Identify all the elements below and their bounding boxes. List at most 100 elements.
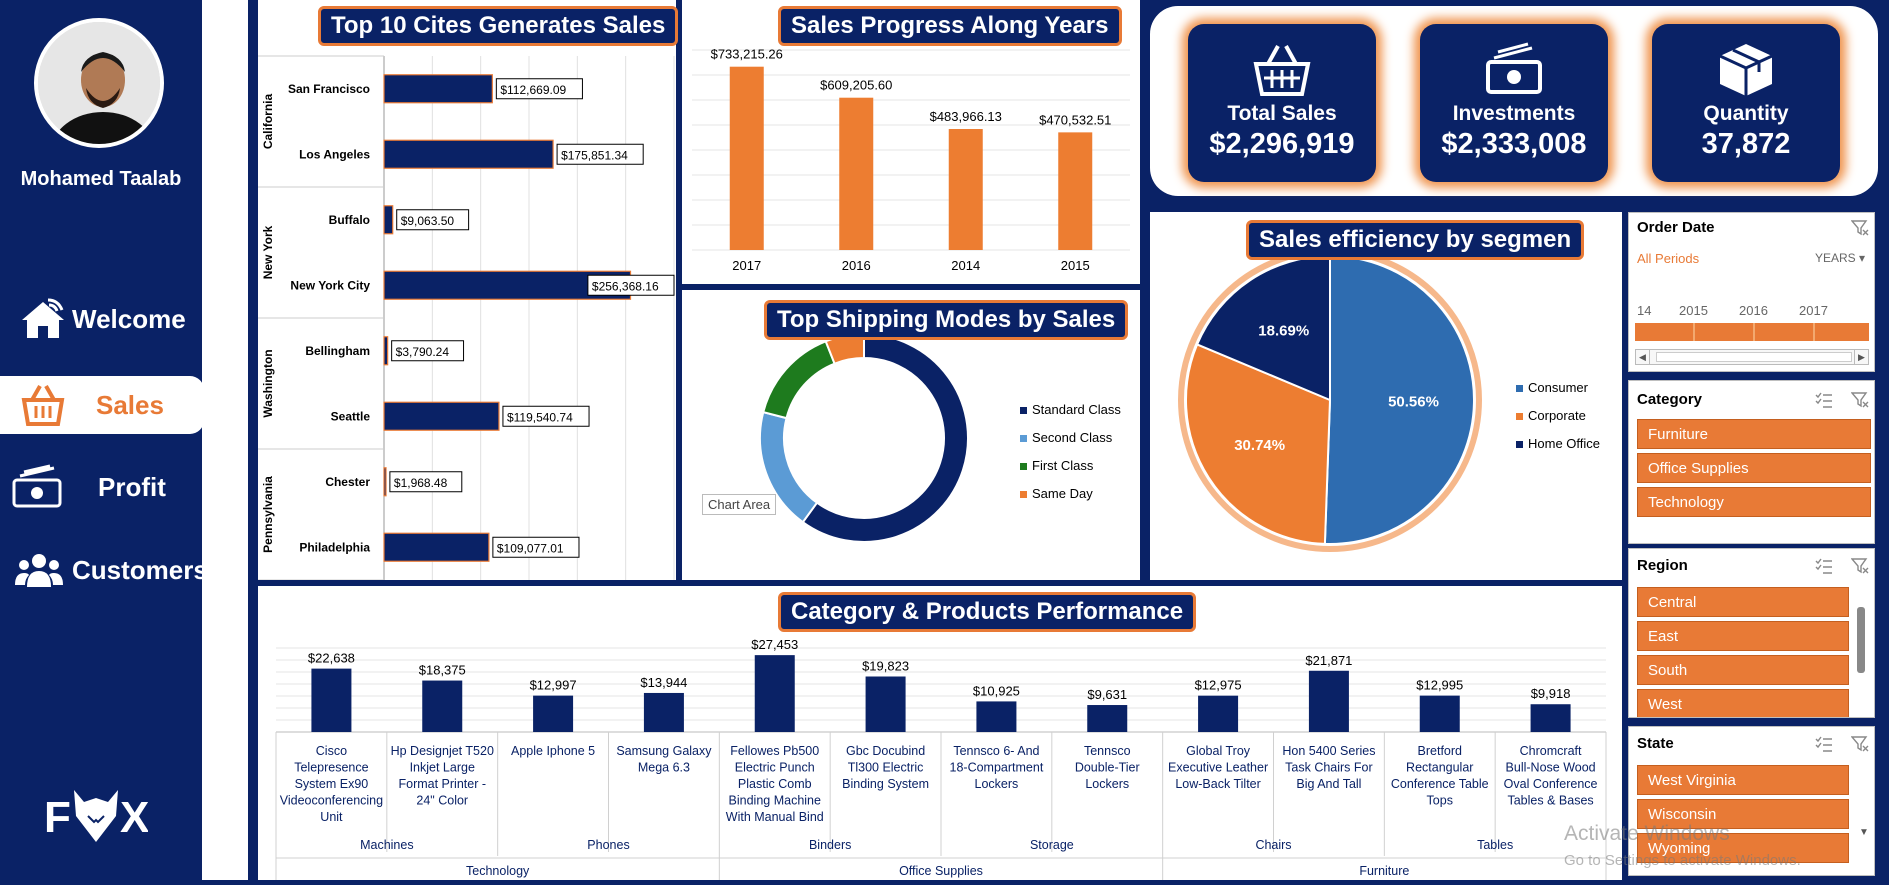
state-slicer[interactable]: State West Virginia Wisconsin Wyoming ▼ [1628, 726, 1875, 876]
kpi-investments-title: Investments [1452, 102, 1576, 125]
product-value-label: $9,631 [1087, 687, 1127, 702]
kpi-investments: Investments $2,333,008 [1420, 24, 1608, 182]
year-bar [948, 129, 983, 250]
product-value-label: $10,925 [973, 683, 1020, 698]
cities-panel: California San Francisco $112,669.09 Los An… [258, 0, 679, 581]
avatar [34, 18, 164, 148]
multi-select-icon[interactable] [1815, 557, 1833, 575]
watermark-title: Activate Windows [1564, 822, 1730, 845]
nav-sales[interactable]: Sales [0, 376, 204, 434]
product-name-label: Cisco Telepresence System Ex90 Videoconfere… [280, 744, 383, 824]
period-unit-select[interactable]: YEARS ▾ [1815, 251, 1865, 265]
value-label: $175,851.34 [561, 148, 628, 162]
product-bar [311, 668, 352, 732]
slicer-item-central[interactable]: Central [1637, 587, 1849, 617]
slicer-item-west[interactable]: West [1637, 689, 1849, 717]
products-title: Category & Products Performance [778, 592, 1197, 632]
value-label-box [587, 274, 675, 296]
nav-welcome[interactable]: Welcome [0, 290, 202, 348]
slicer-item-east[interactable]: East [1637, 621, 1849, 651]
timeline-scrollbar[interactable]: ◀ ▶ [1635, 349, 1869, 365]
order-date-slicer[interactable]: Order Date All Periods YEARS ▾ 14 2015 2… [1628, 212, 1875, 372]
pie-slice [1323, 254, 1475, 545]
value-label-box [391, 340, 465, 362]
city-bar [383, 139, 554, 169]
value-label: $256,368.16 [592, 279, 659, 293]
product-name-label: Bretford Rectangular Conference Table Tops [1391, 744, 1489, 808]
city-bar [383, 401, 500, 431]
product-value-label: $13,944 [640, 675, 687, 690]
scroll-down-icon[interactable]: ▼ [1859, 827, 1869, 838]
product-value-label: $22,638 [308, 651, 355, 666]
city-label: Buffalo [329, 213, 370, 227]
timeline-tick: 2017 [1799, 303, 1828, 318]
clear-filter-icon[interactable] [1851, 219, 1869, 237]
region-slicer[interactable]: Region Central East South West [1628, 548, 1875, 718]
product-name-label: Apple Iphone 5 [511, 744, 595, 758]
legend-label: Same Day [1032, 486, 1093, 501]
slicer-item-office-supplies[interactable]: Office Supplies [1637, 453, 1871, 483]
timeline-bar[interactable] [1635, 323, 1869, 341]
scroll-thumb[interactable] [1656, 352, 1852, 362]
multi-select-icon[interactable] [1815, 735, 1833, 753]
product-name-label: Tennsco Double-Tier Lockers [1075, 744, 1140, 791]
city-bar [383, 467, 387, 497]
clear-filter-icon[interactable] [1851, 735, 1869, 753]
cash-icon [12, 464, 62, 508]
nav-sales-label: Sales [96, 390, 164, 420]
multi-select-icon[interactable] [1815, 391, 1833, 409]
logo-letter-f: F [44, 793, 71, 842]
slicer-item-furniture[interactable]: Furniture [1637, 419, 1871, 449]
slicer-item-technology[interactable]: Technology [1637, 487, 1871, 517]
legend-swatch [1516, 441, 1523, 448]
year-bar [729, 66, 764, 250]
state-label: New York [261, 225, 275, 279]
slicer-item-south[interactable]: South [1637, 655, 1849, 685]
legend-label: Second Class [1032, 430, 1113, 445]
value-label: $109,077.01 [497, 541, 564, 555]
year-value-label: $733,215.26 [711, 47, 783, 62]
product-bar [643, 692, 684, 732]
nav-customers[interactable]: Customers [0, 541, 208, 599]
product-value-label: $12,975 [1195, 678, 1242, 693]
city-label: Bellingham [305, 344, 370, 358]
clear-filter-icon[interactable] [1851, 557, 1869, 575]
kpi-total-sales-value: $2,296,919 [1209, 128, 1355, 160]
all-periods-label[interactable]: All Periods [1637, 251, 1700, 266]
clear-filter-icon[interactable] [1851, 391, 1869, 409]
kpi-total-sales-title: Total Sales [1227, 102, 1337, 125]
pie-value-label: 18.69% [1258, 322, 1309, 339]
donut-slice [801, 332, 969, 543]
subcategory-label: Binders [809, 838, 851, 852]
basket-icon [21, 385, 65, 426]
chart-area-tooltip: Chart Area [702, 494, 777, 515]
state-label: Pennsylvania [261, 476, 275, 553]
users-icon [15, 554, 63, 587]
slicer-item-wisconsin[interactable]: Wisconsin [1637, 799, 1849, 829]
city-label: New York City [290, 278, 370, 292]
nav-profit-label: Profit [98, 472, 166, 502]
scroll-right-icon[interactable]: ▶ [1854, 350, 1868, 364]
state-title: State [1637, 735, 1674, 752]
region-scrollbar[interactable] [1857, 607, 1865, 673]
scroll-left-icon[interactable]: ◀ [1636, 350, 1650, 364]
slicer-item-west-virginia[interactable]: West Virginia [1637, 765, 1849, 795]
category-label: Furniture [1359, 864, 1409, 878]
product-bar [1530, 704, 1571, 732]
segment-panel: 50.56% 30.74% 18.69% Consumer Corporate Home … [1150, 212, 1622, 580]
products-chart: $22,638 Cisco Telepresence System Ex90 Video… [275, 637, 1607, 880]
year-value-label: $483,966.13 [930, 109, 1002, 124]
category-slicer[interactable]: Category Furniture Office Supplies Techn… [1628, 380, 1875, 544]
basket-icon [1253, 45, 1311, 96]
subcategory-label: Storage [1030, 838, 1074, 852]
value-label: $119,540.74 [507, 410, 573, 424]
user-name: Mohamed Taalab [20, 168, 182, 190]
legend-label: Standard Class [1032, 402, 1121, 417]
legend-swatch [1516, 385, 1523, 392]
pie-value-label: 30.74% [1234, 437, 1285, 454]
year-tick-label: 2016 [842, 258, 871, 273]
slicer-item-wyoming[interactable]: Wyoming [1637, 833, 1849, 863]
nav-profit[interactable]: Profit [0, 458, 202, 516]
product-name-label: Tennsco 6- And 18-Compartment Lockers [950, 744, 1044, 791]
home-wifi-icon [22, 298, 64, 338]
